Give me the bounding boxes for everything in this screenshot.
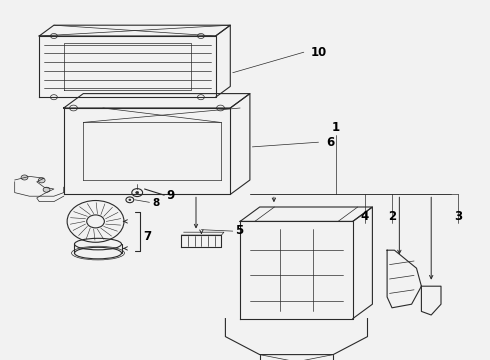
Text: 2: 2 xyxy=(388,210,396,222)
Circle shape xyxy=(38,178,45,183)
Text: 1: 1 xyxy=(332,121,340,134)
Circle shape xyxy=(129,199,131,201)
Text: 10: 10 xyxy=(311,46,327,59)
Text: 5: 5 xyxy=(235,224,244,237)
Text: 8: 8 xyxy=(152,198,159,208)
Text: 7: 7 xyxy=(144,230,152,243)
Text: 6: 6 xyxy=(326,136,334,149)
Circle shape xyxy=(21,175,28,180)
Circle shape xyxy=(43,187,50,192)
Text: 3: 3 xyxy=(454,210,462,222)
Circle shape xyxy=(136,192,139,194)
Text: 4: 4 xyxy=(361,210,369,222)
Text: 9: 9 xyxy=(167,189,175,202)
